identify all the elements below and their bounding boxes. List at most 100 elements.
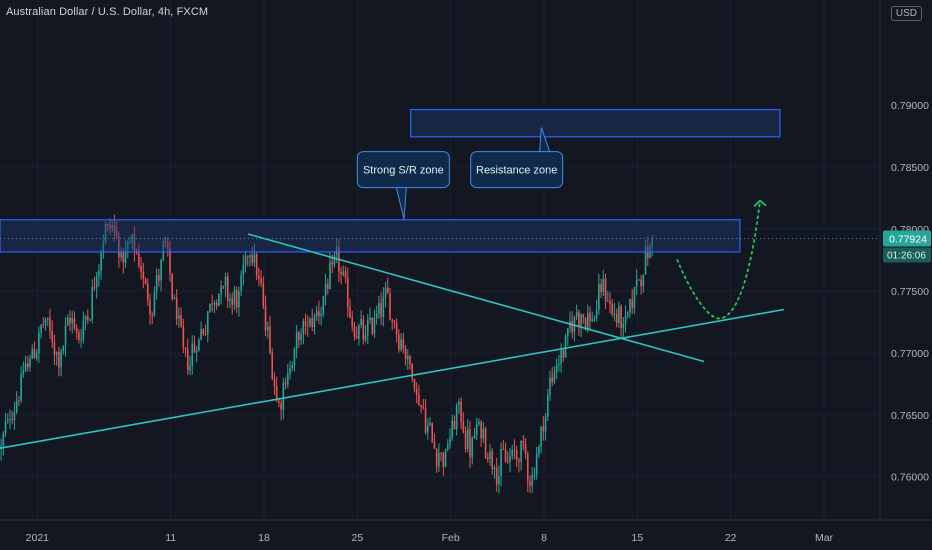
candle-body <box>584 317 587 330</box>
candle-body <box>222 286 225 288</box>
callout-pointer <box>539 127 551 152</box>
candle-body <box>620 306 622 329</box>
candle-body <box>89 319 91 321</box>
candle-body <box>71 317 74 324</box>
price-tag-bg <box>883 230 931 247</box>
candle-body <box>638 279 640 281</box>
currency-button[interactable]: USD <box>890 6 922 21</box>
resistance-zone <box>410 108 781 138</box>
candle-body <box>373 317 376 334</box>
candle <box>575 304 578 321</box>
candle-body <box>160 259 162 281</box>
candle <box>249 253 251 267</box>
candle-body <box>189 366 191 371</box>
candle-body <box>22 370 25 375</box>
candle <box>586 304 589 333</box>
candle-body <box>358 324 360 339</box>
candle-body <box>333 254 336 265</box>
candle <box>91 279 94 324</box>
candle-body <box>60 351 62 368</box>
candle <box>509 448 511 473</box>
candle-body <box>113 225 116 231</box>
candle-body <box>122 251 125 263</box>
candle <box>626 311 629 319</box>
candle-body <box>275 385 278 402</box>
callout-label: Resistance zone <box>476 165 557 177</box>
candle <box>146 278 149 307</box>
candle <box>400 333 402 352</box>
candle <box>500 442 502 487</box>
candle-body <box>589 312 591 322</box>
candle-body <box>100 253 102 271</box>
candle-body <box>440 452 442 454</box>
candle-body <box>15 400 18 413</box>
candle-body <box>549 377 551 395</box>
candle <box>431 422 434 443</box>
candle-body <box>384 287 387 298</box>
candle <box>349 298 351 319</box>
candle <box>526 451 529 492</box>
candle-body <box>644 246 647 275</box>
candle <box>460 397 462 430</box>
candle <box>562 348 565 362</box>
candle <box>549 370 551 402</box>
candle <box>269 316 271 355</box>
candle <box>231 292 234 315</box>
candle <box>322 296 325 318</box>
candle-body <box>18 400 20 402</box>
candle-body <box>453 420 456 430</box>
candle <box>258 267 260 287</box>
candle <box>33 341 36 359</box>
candle-body <box>515 450 518 460</box>
candle-body <box>464 431 467 449</box>
candle <box>173 294 176 300</box>
candle-body <box>309 318 311 326</box>
candle <box>222 285 225 290</box>
candle-body <box>442 453 445 468</box>
candle-body <box>466 429 469 449</box>
candle-body <box>444 449 447 468</box>
candle-body <box>602 278 605 293</box>
time-tick-label: 2021 <box>26 532 50 544</box>
candle-body <box>571 321 574 332</box>
candle <box>411 363 414 383</box>
time-tick-label: 18 <box>258 532 270 544</box>
candle <box>69 310 71 331</box>
candle <box>98 264 100 287</box>
callout-sr: Strong S/R zone <box>356 151 450 220</box>
candle-body <box>582 313 585 318</box>
candle <box>42 317 45 329</box>
candle <box>169 241 171 282</box>
candle <box>489 443 491 466</box>
symbol-title[interactable]: Australian Dollar / U.S. Dollar, 4h, FXC… <box>6 6 209 18</box>
candle-body <box>20 374 22 401</box>
candle <box>495 457 498 492</box>
candle <box>18 396 20 407</box>
candle-body <box>411 363 414 379</box>
candle <box>360 310 362 329</box>
candle <box>44 317 47 331</box>
candle-body <box>391 319 394 321</box>
candle-body <box>251 255 254 263</box>
candle <box>93 276 96 291</box>
candle <box>473 427 476 439</box>
candle-body <box>300 334 302 341</box>
candle-body <box>480 421 482 439</box>
candle-body <box>260 278 262 284</box>
candle <box>100 249 102 280</box>
candle-body <box>78 332 80 340</box>
candle-body <box>551 377 554 383</box>
candle <box>498 464 500 494</box>
candle-body <box>498 476 500 485</box>
candle-body <box>295 331 298 350</box>
candle-body <box>206 311 209 335</box>
candle <box>73 311 76 331</box>
candle <box>175 289 178 326</box>
candle <box>366 314 369 344</box>
candle <box>320 306 322 326</box>
candle <box>102 234 105 259</box>
candle-body <box>622 323 625 329</box>
candle <box>464 426 467 453</box>
